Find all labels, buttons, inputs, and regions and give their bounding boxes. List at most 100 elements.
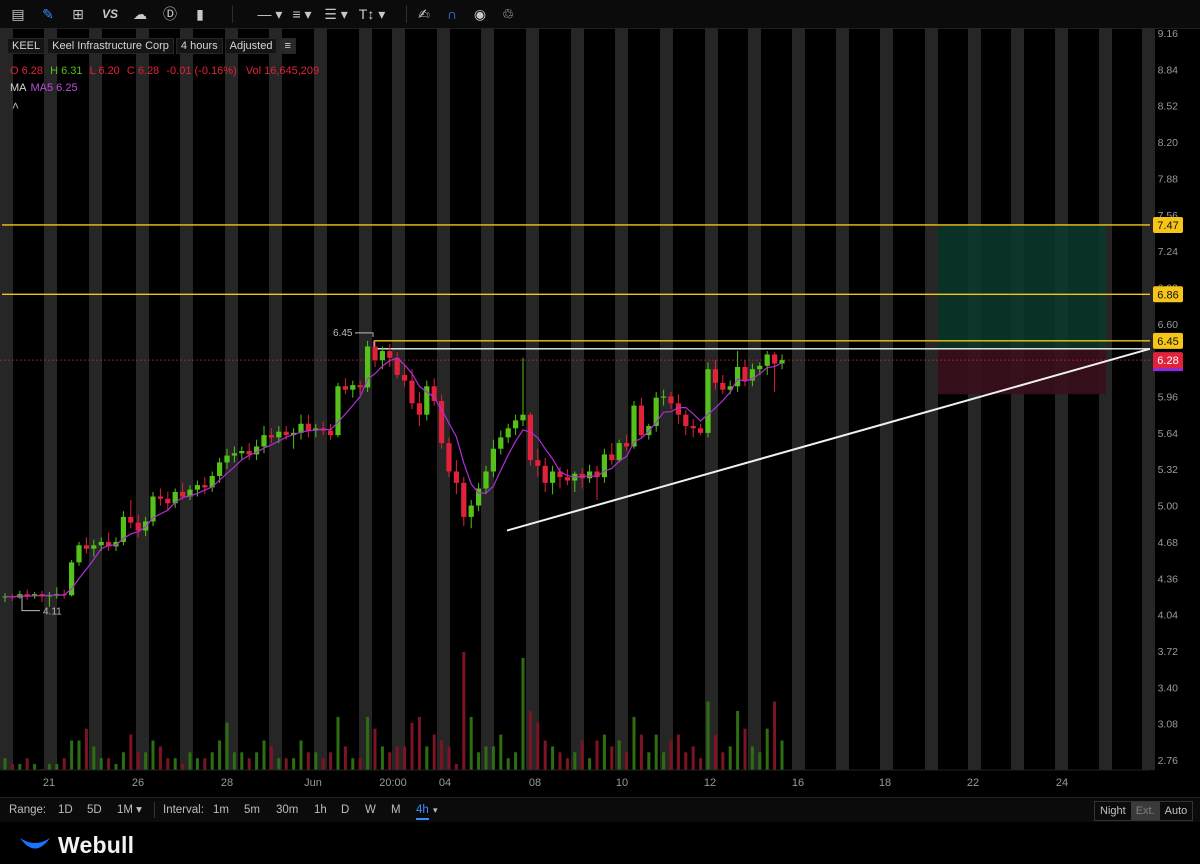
candle[interactable] [764, 354, 770, 366]
interval-week-button[interactable]: W [365, 804, 376, 816]
candle[interactable] [231, 453, 237, 456]
price-level-tag[interactable] [1153, 332, 1183, 349]
candle[interactable] [76, 545, 82, 563]
candle[interactable] [439, 401, 445, 444]
candle[interactable] [402, 374, 408, 381]
candle[interactable] [727, 386, 733, 390]
interval-4h-button[interactable]: 4h [416, 798, 429, 820]
ticker-symbol[interactable]: KEEL [7, 38, 46, 54]
candle[interactable] [357, 385, 363, 388]
candle[interactable] [772, 354, 778, 364]
candle[interactable] [379, 351, 385, 361]
candle[interactable] [453, 471, 459, 483]
interval-caret-icon[interactable]: ▾ [433, 805, 438, 815]
range-1d-button[interactable]: 1D [58, 804, 73, 816]
candle[interactable] [150, 496, 156, 522]
candle-chart-icon[interactable]: ▤ [11, 6, 25, 22]
candle[interactable] [587, 471, 593, 479]
candle[interactable] [505, 428, 511, 438]
price-level-tag[interactable] [1153, 286, 1183, 303]
interval-1m-button[interactable]: 1m [213, 804, 229, 816]
candle[interactable] [350, 385, 356, 390]
compare-icon[interactable]: VS [101, 7, 118, 21]
candle[interactable] [668, 396, 674, 404]
candle[interactable] [276, 431, 282, 438]
candle[interactable] [757, 365, 763, 370]
adjusted-label[interactable]: Adjusted [224, 38, 278, 54]
candle[interactable] [335, 386, 341, 436]
candle[interactable] [268, 435, 274, 438]
candle[interactable] [498, 437, 504, 449]
candle[interactable] [675, 403, 681, 415]
candle[interactable] [446, 443, 452, 472]
candle[interactable] [712, 369, 718, 383]
candle[interactable] [535, 460, 541, 466]
line-width-icon[interactable]: ≡ ▾ [292, 6, 312, 22]
candle[interactable] [564, 477, 570, 481]
candle[interactable] [239, 451, 245, 454]
pen-icon[interactable]: ✎ [42, 6, 54, 22]
session-auto-button[interactable]: Auto [1164, 805, 1188, 817]
grid-layout-icon[interactable]: ⊞ [72, 6, 84, 22]
candle[interactable] [550, 471, 556, 483]
candle[interactable] [328, 430, 334, 436]
candle[interactable] [616, 443, 622, 461]
candle[interactable] [705, 369, 711, 433]
session-night-button[interactable]: Night [1100, 805, 1126, 817]
candle[interactable] [194, 485, 200, 490]
interval-month-button[interactable]: M [391, 804, 401, 816]
candle[interactable] [180, 491, 186, 497]
candle[interactable] [601, 454, 607, 478]
interval-label[interactable]: 4 hours [175, 38, 223, 54]
candle[interactable] [690, 426, 696, 429]
cloud-icon[interactable]: ☁ [133, 6, 147, 22]
candle[interactable] [120, 516, 126, 542]
candle[interactable] [661, 396, 667, 398]
candle[interactable] [683, 414, 689, 427]
candle[interactable] [224, 455, 230, 463]
price-chart[interactable]: 6.454.119.168.848.528.207.887.567.246.92… [0, 28, 1200, 797]
candle[interactable] [187, 489, 193, 497]
candle[interactable] [631, 405, 637, 447]
candle[interactable] [742, 366, 748, 381]
trash-icon[interactable]: ♲ [501, 6, 515, 22]
indicator-icon[interactable]: ▮ [196, 6, 204, 22]
candle[interactable] [735, 366, 741, 387]
candle[interactable] [638, 405, 644, 436]
candle[interactable] [313, 428, 319, 431]
interval-30m-button[interactable]: 30m [276, 804, 299, 816]
magnet-icon[interactable]: ∩ [446, 6, 458, 22]
ascending-trendline[interactable] [506, 347, 1151, 532]
eye-icon[interactable]: ◉ [473, 6, 487, 22]
candle[interactable] [157, 496, 163, 499]
line-type-icon[interactable]: ☰ ▾ [324, 6, 348, 22]
candle[interactable] [720, 382, 726, 390]
candle[interactable] [431, 386, 437, 402]
candle[interactable] [209, 476, 215, 488]
range-1m-dropdown[interactable]: 1M ▾ [117, 804, 142, 816]
candle[interactable] [698, 428, 704, 433]
candle[interactable] [69, 562, 75, 596]
candle[interactable] [106, 541, 112, 547]
candle[interactable] [217, 462, 223, 477]
candle[interactable] [490, 448, 496, 472]
candle[interactable] [135, 522, 141, 531]
range-5d-button[interactable]: 5D [87, 804, 102, 816]
candle[interactable] [468, 505, 474, 517]
candle[interactable] [476, 488, 482, 506]
interval-day-button[interactable]: D [341, 804, 350, 816]
candle[interactable] [254, 446, 260, 455]
ma-row[interactable]: MA MA5 6.25 [10, 80, 78, 96]
candle[interactable] [609, 454, 615, 461]
text-style-icon[interactable]: T↕ ▾ [358, 6, 386, 22]
edit-icon[interactable]: ✍ [418, 6, 430, 22]
candle[interactable] [283, 431, 289, 436]
line-style-icon[interactable]: — ▾ [257, 6, 283, 22]
candle[interactable] [298, 423, 304, 433]
candle[interactable] [483, 471, 489, 489]
candle[interactable] [461, 482, 467, 517]
candle[interactable] [165, 498, 171, 504]
candle[interactable] [424, 386, 430, 415]
dividend-icon[interactable]: Ⓓ [163, 6, 177, 22]
candle[interactable] [128, 516, 134, 523]
